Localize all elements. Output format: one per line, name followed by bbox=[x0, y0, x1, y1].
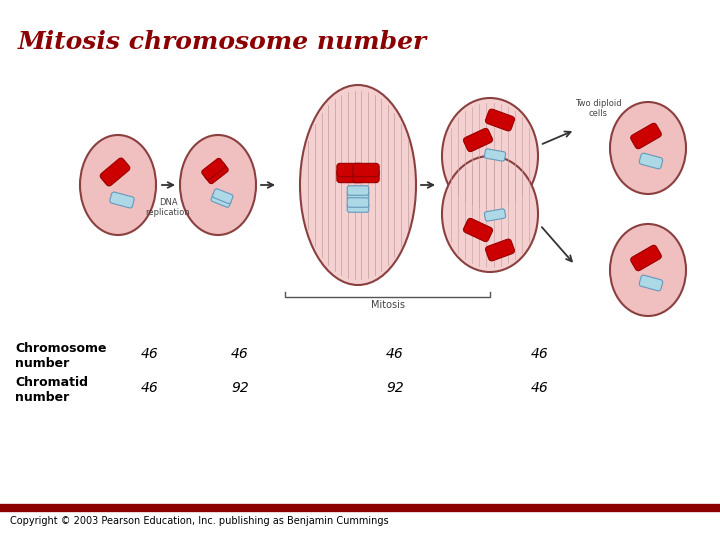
Text: 46: 46 bbox=[141, 381, 159, 395]
Text: Chromosome
number: Chromosome number bbox=[15, 342, 107, 370]
FancyBboxPatch shape bbox=[485, 149, 505, 161]
FancyBboxPatch shape bbox=[631, 245, 661, 271]
Text: Mitosis: Mitosis bbox=[371, 300, 405, 310]
FancyBboxPatch shape bbox=[337, 163, 363, 177]
FancyBboxPatch shape bbox=[109, 192, 134, 208]
FancyBboxPatch shape bbox=[464, 218, 492, 241]
FancyBboxPatch shape bbox=[100, 158, 130, 186]
FancyBboxPatch shape bbox=[639, 275, 662, 291]
FancyBboxPatch shape bbox=[204, 162, 228, 184]
FancyBboxPatch shape bbox=[464, 129, 492, 152]
FancyBboxPatch shape bbox=[353, 170, 379, 183]
FancyBboxPatch shape bbox=[485, 209, 505, 221]
Text: Chromatid
number: Chromatid number bbox=[15, 376, 88, 404]
Ellipse shape bbox=[300, 85, 416, 285]
Text: Mitosis chromosome number: Mitosis chromosome number bbox=[18, 30, 427, 54]
FancyBboxPatch shape bbox=[353, 163, 379, 177]
FancyBboxPatch shape bbox=[347, 186, 369, 195]
FancyBboxPatch shape bbox=[485, 109, 515, 131]
Text: 92: 92 bbox=[386, 381, 404, 395]
Ellipse shape bbox=[180, 135, 256, 235]
Text: DNA
replication: DNA replication bbox=[145, 198, 190, 218]
Ellipse shape bbox=[610, 224, 686, 316]
FancyBboxPatch shape bbox=[485, 239, 515, 261]
FancyBboxPatch shape bbox=[347, 198, 369, 207]
Text: Copyright © 2003 Pearson Education, Inc. publishing as Benjamin Cummings: Copyright © 2003 Pearson Education, Inc.… bbox=[10, 516, 389, 526]
Text: 46: 46 bbox=[141, 347, 159, 361]
Text: 46: 46 bbox=[531, 381, 549, 395]
FancyBboxPatch shape bbox=[212, 188, 233, 204]
Text: Two diploid
cells: Two diploid cells bbox=[575, 99, 621, 118]
Text: 46: 46 bbox=[231, 347, 249, 361]
Text: 46: 46 bbox=[386, 347, 404, 361]
Ellipse shape bbox=[610, 102, 686, 194]
Ellipse shape bbox=[80, 135, 156, 235]
FancyBboxPatch shape bbox=[202, 158, 225, 180]
Ellipse shape bbox=[442, 98, 538, 214]
Text: 46: 46 bbox=[531, 347, 549, 361]
FancyBboxPatch shape bbox=[639, 153, 662, 169]
FancyBboxPatch shape bbox=[347, 202, 369, 212]
FancyBboxPatch shape bbox=[337, 170, 363, 183]
FancyBboxPatch shape bbox=[211, 192, 231, 207]
Ellipse shape bbox=[442, 156, 538, 272]
Text: 92: 92 bbox=[231, 381, 249, 395]
FancyBboxPatch shape bbox=[631, 123, 661, 148]
FancyBboxPatch shape bbox=[347, 191, 369, 200]
